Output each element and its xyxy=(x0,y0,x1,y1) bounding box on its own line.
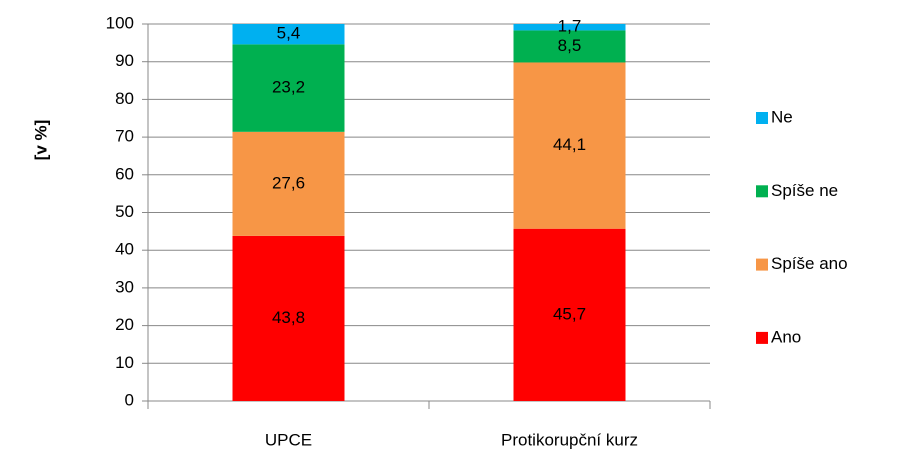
x-tick-label: Protikorupční kurz xyxy=(501,430,638,449)
legend-swatch xyxy=(756,258,768,271)
data-label: 27,6 xyxy=(272,173,305,192)
y-tick-label: 100 xyxy=(106,13,134,32)
y-tick-label: 70 xyxy=(115,127,134,146)
legend-label: Spíše ano xyxy=(771,254,848,273)
data-label: 43,8 xyxy=(272,308,305,327)
y-tick-label: 50 xyxy=(115,202,134,221)
y-tick-label: 10 xyxy=(115,353,134,372)
x-tick-label: UPCE xyxy=(265,430,312,449)
data-label: 1,7 xyxy=(558,17,582,36)
legend-swatch xyxy=(756,112,768,124)
legend-label: Ne xyxy=(771,107,793,126)
y-tick-label: 60 xyxy=(115,164,134,183)
bar-segment xyxy=(513,228,626,401)
bar-segment xyxy=(232,131,345,236)
y-axis-label: [v %] xyxy=(31,120,50,161)
y-tick-label: 90 xyxy=(115,51,134,70)
bar-segment xyxy=(232,24,345,45)
data-label: 45,7 xyxy=(553,304,586,323)
bar-segment xyxy=(513,62,626,229)
data-label: 44,1 xyxy=(553,135,586,154)
bar-segment xyxy=(513,24,626,31)
legend-label: Spíše ne xyxy=(771,181,838,200)
y-tick-label: 0 xyxy=(125,390,134,409)
legend-swatch xyxy=(756,331,768,344)
y-tick-label: 40 xyxy=(115,240,134,259)
legend-label: Ano xyxy=(771,327,801,346)
bar-segment xyxy=(232,235,345,401)
y-tick-label: 80 xyxy=(115,89,134,108)
y-tick-label: 20 xyxy=(115,315,134,334)
legend-swatch xyxy=(756,185,768,198)
y-tick-label: 30 xyxy=(115,277,134,296)
data-label: 5,4 xyxy=(277,24,301,43)
bar-segment xyxy=(513,30,626,63)
data-label: 8,5 xyxy=(558,36,582,55)
bar-segment xyxy=(232,44,345,132)
data-label: 23,2 xyxy=(272,78,305,97)
